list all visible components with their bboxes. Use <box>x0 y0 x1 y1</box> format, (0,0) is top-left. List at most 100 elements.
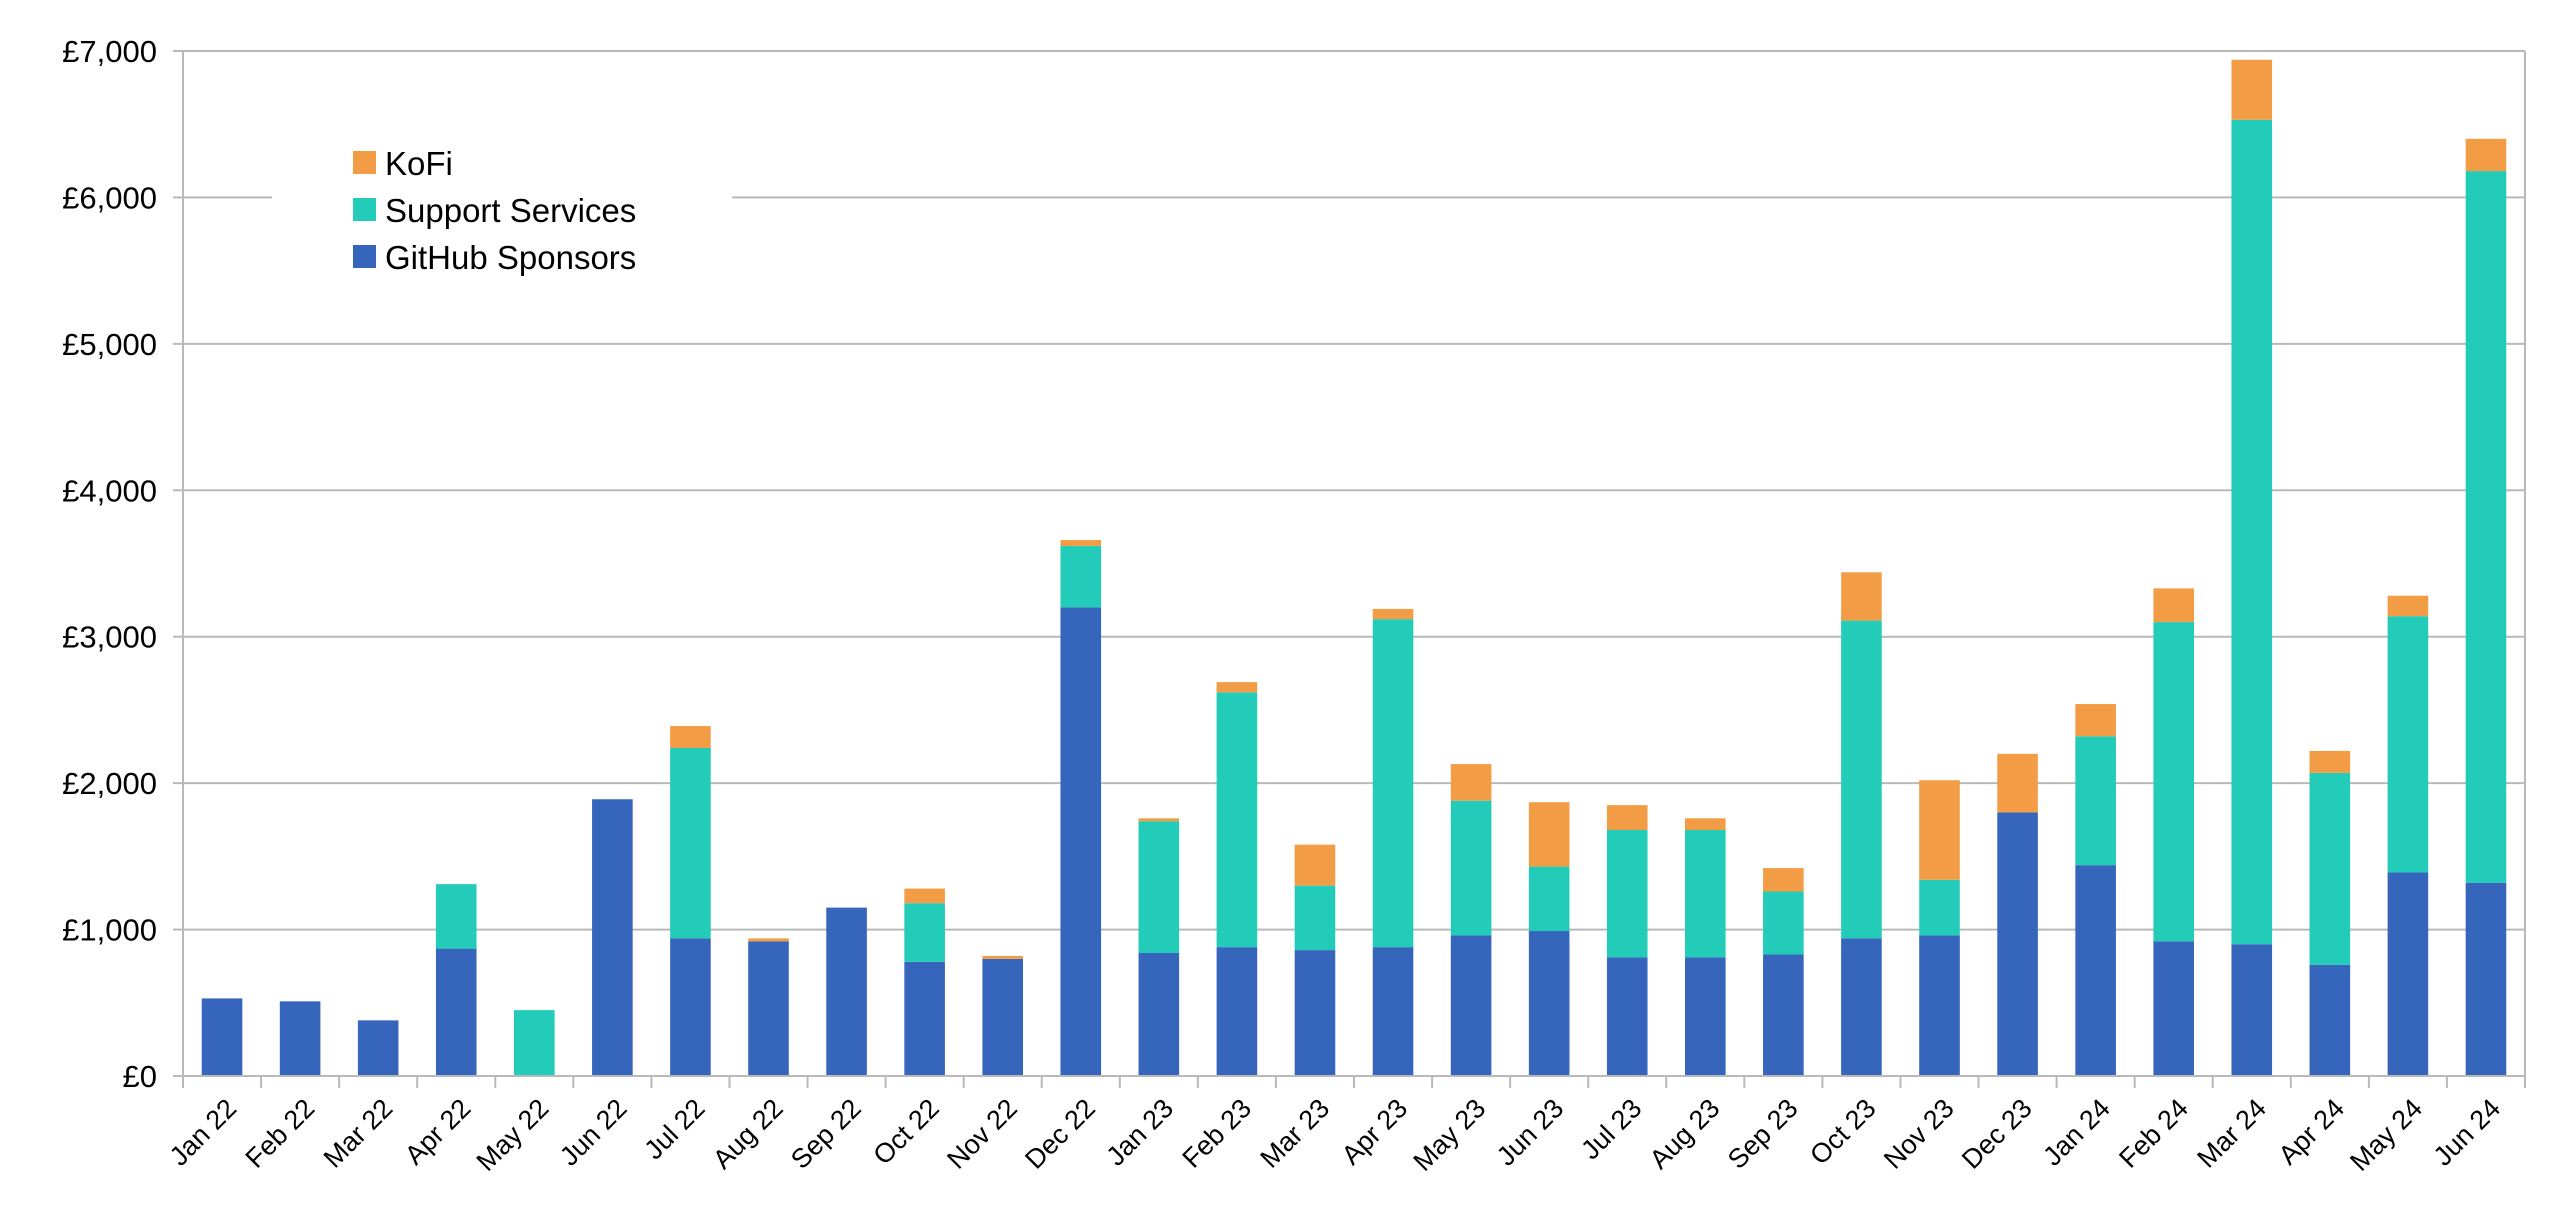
bar-github-sponsors-may-24 <box>2387 872 2429 1076</box>
bar-support-services-jul-23 <box>1606 830 1648 958</box>
bar-kofi-may-24 <box>2387 595 2429 617</box>
x-tick-label: Jul 23 <box>1575 1093 1647 1165</box>
x-tick-label: Apr 22 <box>399 1093 476 1170</box>
bar-support-services-apr-22 <box>435 884 477 949</box>
legend-label-github-sponsors: GitHub Sponsors <box>385 239 636 276</box>
x-tick-label: Jul 22 <box>639 1093 711 1165</box>
x-tick-label: Jun 23 <box>1491 1093 1570 1172</box>
bar-github-sponsors-jan-23 <box>1138 953 1180 1076</box>
y-tick-label: £7,000 <box>62 34 157 69</box>
x-tick-label: Aug 22 <box>707 1093 789 1175</box>
bar-kofi-nov-23 <box>1919 780 1960 880</box>
x-tick-label: Feb 24 <box>2113 1093 2194 1174</box>
y-tick-label: £2,000 <box>62 766 157 801</box>
bar-github-sponsors-jun-22 <box>592 799 633 1076</box>
bar-support-services-may-23 <box>1450 800 1492 936</box>
bar-github-sponsors-apr-22 <box>435 948 477 1076</box>
bar-github-sponsors-may-23 <box>1450 935 1492 1076</box>
bar-github-sponsors-sep-23 <box>1763 954 1804 1076</box>
bars <box>201 59 2507 1076</box>
bar-support-services-oct-22 <box>904 903 945 962</box>
bar-support-services-mar-23 <box>1294 885 1336 951</box>
x-tick-label: Jan 24 <box>2037 1093 2116 1172</box>
bar-support-services-sep-23 <box>1763 891 1804 955</box>
x-tick-label: Sep 23 <box>1722 1093 1804 1175</box>
bar-kofi-oct-23 <box>1841 572 1882 621</box>
bar-github-sponsors-mar-22 <box>357 1020 399 1076</box>
bar-kofi-jul-23 <box>1606 805 1648 830</box>
bar-kofi-aug-23 <box>1685 818 1726 830</box>
bar-support-services-jan-23 <box>1138 821 1180 953</box>
x-tick-label: Nov 23 <box>1878 1093 1960 1175</box>
bar-kofi-nov-22 <box>982 955 1023 959</box>
x-tick-label: May 23 <box>1408 1093 1492 1177</box>
bar-support-services-jun-24 <box>2465 171 2507 883</box>
bar-kofi-feb-23 <box>1216 682 1258 693</box>
bar-github-sponsors-feb-23 <box>1216 947 1258 1076</box>
bar-support-services-mar-24 <box>2231 119 2273 945</box>
bar-github-sponsors-jun-23 <box>1528 931 1570 1076</box>
x-tick-label: May 24 <box>2344 1093 2428 1177</box>
bar-support-services-apr-24 <box>2309 772 2351 965</box>
bar-kofi-sep-23 <box>1763 868 1804 892</box>
bar-kofi-dec-22 <box>1060 540 1102 546</box>
legend-background <box>272 138 732 288</box>
bar-github-sponsors-dec-22 <box>1060 607 1102 1076</box>
bar-support-services-may-24 <box>2387 616 2429 873</box>
bar-kofi-dec-23 <box>1997 753 2038 813</box>
legend-label-support-services: Support Services <box>385 192 636 229</box>
bar-github-sponsors-dec-23 <box>1997 812 2038 1076</box>
x-tick-label: Sep 22 <box>785 1093 867 1175</box>
bar-github-sponsors-apr-23 <box>1372 947 1414 1076</box>
bar-github-sponsors-oct-22 <box>904 961 945 1076</box>
y-tick-label: £1,000 <box>62 913 157 948</box>
bar-support-services-may-22 <box>514 1010 555 1076</box>
bar-support-services-nov-23 <box>1919 879 1960 936</box>
bar-github-sponsors-mar-24 <box>2231 944 2273 1076</box>
bar-support-services-oct-23 <box>1841 620 1882 939</box>
x-tick-label: Jun 22 <box>554 1093 633 1172</box>
legend: KoFi Support Services GitHub Sponsors <box>272 138 732 288</box>
bar-github-sponsors-feb-22 <box>279 1001 321 1076</box>
x-tick-label: Apr 23 <box>1336 1093 1413 1170</box>
bar-support-services-jul-22 <box>670 748 711 939</box>
bar-github-sponsors-jul-23 <box>1606 957 1648 1076</box>
bar-github-sponsors-apr-24 <box>2309 964 2351 1076</box>
y-tick-label: £0 <box>123 1059 157 1094</box>
bar-kofi-jul-22 <box>670 726 711 748</box>
bar-github-sponsors-oct-23 <box>1841 938 1882 1076</box>
x-tick-label: Oct 23 <box>1804 1093 1881 1170</box>
bar-kofi-apr-24 <box>2309 750 2351 773</box>
bar-github-sponsors-mar-23 <box>1294 950 1336 1076</box>
y-tick-label: £4,000 <box>62 473 157 508</box>
x-tick-label: Feb 23 <box>1176 1093 1257 1174</box>
bar-github-sponsors-nov-23 <box>1919 935 1960 1076</box>
x-tick-label: Mar 24 <box>2191 1093 2272 1174</box>
bar-kofi-feb-24 <box>2153 588 2194 623</box>
axes <box>173 50 2526 1088</box>
x-tick-label: Oct 22 <box>867 1093 944 1170</box>
legend-swatch-kofi <box>353 151 376 174</box>
bar-support-services-feb-23 <box>1216 692 1258 948</box>
bar-github-sponsors-jun-24 <box>2465 882 2507 1076</box>
x-tick-label: Nov 22 <box>941 1093 1023 1175</box>
x-tick-label: Mar 22 <box>318 1093 399 1174</box>
x-tick-label: Jun 24 <box>2428 1093 2507 1172</box>
bar-kofi-aug-22 <box>748 938 789 942</box>
bar-kofi-may-23 <box>1450 764 1492 801</box>
bar-kofi-oct-22 <box>904 888 945 904</box>
x-tick-label: Jan 23 <box>1101 1093 1180 1172</box>
bar-support-services-feb-24 <box>2153 622 2194 942</box>
bar-kofi-apr-23 <box>1372 608 1414 620</box>
bar-github-sponsors-sep-22 <box>826 907 867 1076</box>
y-tick-label: £3,000 <box>62 620 157 655</box>
bar-kofi-mar-24 <box>2231 59 2273 120</box>
x-tick-label: May 22 <box>471 1093 555 1177</box>
y-tick-label: £5,000 <box>62 327 157 362</box>
legend-swatch-github-sponsors <box>353 245 376 268</box>
bar-support-services-aug-23 <box>1685 830 1726 958</box>
bar-support-services-dec-22 <box>1060 545 1102 608</box>
x-tick-label: Mar 23 <box>1255 1093 1336 1174</box>
bar-github-sponsors-aug-23 <box>1685 957 1726 1076</box>
